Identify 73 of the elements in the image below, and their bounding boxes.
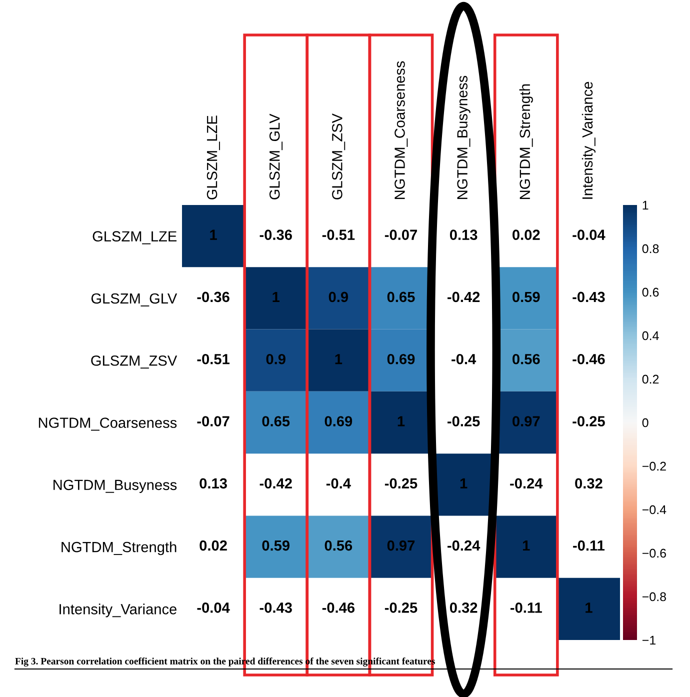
data-label: 0.65 xyxy=(262,416,290,426)
text: -0.43 xyxy=(260,602,292,613)
color-bar-label: 1 xyxy=(642,200,648,210)
text: -0.07 xyxy=(384,230,417,240)
data-label: 0.65 xyxy=(387,292,415,302)
text: -0.24 xyxy=(510,478,543,489)
color-bar-label: 0.6 xyxy=(642,288,659,297)
x-tick-label: GLSZM_GLV xyxy=(269,114,283,200)
text: -0.04 xyxy=(197,602,230,613)
data-label: 0.59 xyxy=(512,292,540,302)
data-label: 0.9 xyxy=(328,292,348,302)
text: -0.24 xyxy=(448,540,480,551)
color-bar-label: −1 xyxy=(642,636,656,645)
data-label: 1 xyxy=(210,230,217,240)
text: -0.11 xyxy=(510,602,542,613)
text: -0.11 xyxy=(573,540,605,551)
x-tick-label: NGTDM_Strength xyxy=(519,84,533,199)
color-bar-label: −0.6 xyxy=(642,548,666,558)
data-label: 1 xyxy=(523,540,530,551)
x-tick-label: GLSZM_ZSV xyxy=(332,113,346,200)
y-tick-label: NGTDM_Strength xyxy=(62,542,176,556)
data-label: 0.69 xyxy=(324,416,352,426)
color-bar-label: 0.8 xyxy=(642,244,659,254)
text: -0.25 xyxy=(384,478,418,489)
color-bar-label: 0.2 xyxy=(642,374,659,384)
data-label: 1 xyxy=(460,478,468,488)
color-bar-label: 0.4 xyxy=(642,331,659,340)
data-label: 0.69 xyxy=(387,354,415,364)
text: 0.32 xyxy=(575,478,602,489)
data-label: 0.56 xyxy=(324,540,352,551)
text: -0.43 xyxy=(572,292,605,302)
x-tick-label: Intensity_Variance xyxy=(582,82,596,199)
data-label: 0.59 xyxy=(262,540,290,551)
x-tick-label: NGTDM_Coarseness xyxy=(394,61,408,199)
text: -0.42 xyxy=(260,478,292,489)
text: 0.13 xyxy=(200,478,227,489)
text: -0.46 xyxy=(322,602,355,613)
data-label: 0.97 xyxy=(387,540,415,551)
text: -0.07 xyxy=(197,416,230,426)
text: 0.32 xyxy=(450,602,478,613)
data-label: 0.56 xyxy=(512,354,540,364)
y-tick-label: GLSZM_GLV xyxy=(91,293,178,306)
x-tick-label: NGTDM_Busyness xyxy=(457,76,470,199)
text: -0.4 xyxy=(326,478,351,489)
text: -0.25 xyxy=(572,416,605,426)
y-tick-label: GLSZM_ZSV xyxy=(91,355,178,369)
data-label: 0.9 xyxy=(266,354,286,364)
y-tick-label: NGTDM_Coarseness xyxy=(38,418,177,431)
y-tick-label: NGTDM_Busyness xyxy=(54,480,177,493)
data-label: 1 xyxy=(272,292,280,302)
color-bar-label: −0.2 xyxy=(642,462,666,471)
text: -0.04 xyxy=(572,230,606,240)
text: -0.51 xyxy=(197,354,230,364)
text: 0.02 xyxy=(512,230,540,240)
y-tick-label: Intensity_Variance xyxy=(60,604,176,618)
text: 0.13 xyxy=(450,230,478,240)
text: -0.36 xyxy=(197,292,230,302)
text: -0.51 xyxy=(322,230,355,240)
data-label: 1 xyxy=(335,354,342,364)
color-bar-label: −0.8 xyxy=(642,592,666,602)
data-label: 1 xyxy=(398,416,405,426)
data-label: 0.97 xyxy=(512,416,540,426)
color-bar-label: 0 xyxy=(642,418,648,428)
text: -0.46 xyxy=(572,354,605,364)
color-bar-label: −0.4 xyxy=(642,505,666,514)
text: -0.25 xyxy=(448,416,480,426)
y-tick-label: GLSZM_LZE xyxy=(92,231,177,244)
text: -0.4 xyxy=(452,354,476,364)
text: -0.36 xyxy=(260,230,292,240)
text: 0.02 xyxy=(200,540,227,551)
text: -0.42 xyxy=(448,292,480,302)
text: -0.25 xyxy=(384,602,418,613)
data-label: 1 xyxy=(586,602,592,613)
